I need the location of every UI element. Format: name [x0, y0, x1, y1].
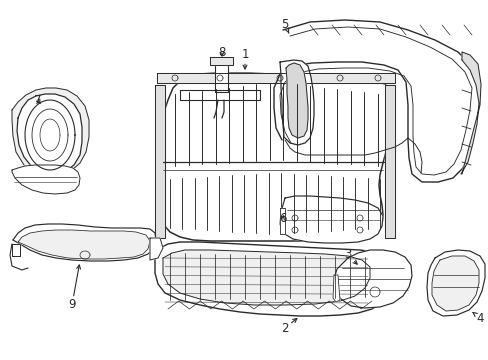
- Polygon shape: [155, 85, 164, 238]
- Polygon shape: [209, 57, 232, 65]
- Polygon shape: [12, 165, 80, 194]
- Polygon shape: [150, 238, 163, 260]
- Text: 8: 8: [218, 46, 225, 59]
- Polygon shape: [280, 208, 285, 234]
- Polygon shape: [280, 196, 382, 243]
- Polygon shape: [157, 73, 394, 83]
- Polygon shape: [13, 224, 156, 261]
- Text: 6: 6: [279, 211, 286, 225]
- Text: 2: 2: [281, 319, 296, 334]
- Text: 5: 5: [281, 18, 288, 33]
- Polygon shape: [333, 250, 411, 308]
- Polygon shape: [12, 88, 89, 176]
- Polygon shape: [460, 52, 480, 174]
- Text: 7: 7: [34, 94, 41, 107]
- Text: 1: 1: [241, 49, 248, 69]
- Text: 3: 3: [344, 248, 356, 264]
- Polygon shape: [215, 60, 227, 92]
- Polygon shape: [155, 242, 394, 316]
- Polygon shape: [12, 244, 20, 256]
- Polygon shape: [285, 63, 307, 138]
- Polygon shape: [426, 250, 484, 316]
- Text: 4: 4: [472, 311, 483, 324]
- Polygon shape: [163, 250, 369, 305]
- Text: 9: 9: [68, 265, 81, 311]
- Polygon shape: [431, 256, 478, 311]
- Polygon shape: [180, 90, 260, 100]
- Polygon shape: [384, 85, 394, 238]
- Polygon shape: [157, 73, 394, 241]
- Polygon shape: [332, 275, 339, 302]
- Polygon shape: [280, 60, 313, 145]
- Polygon shape: [17, 94, 82, 175]
- Polygon shape: [18, 230, 150, 259]
